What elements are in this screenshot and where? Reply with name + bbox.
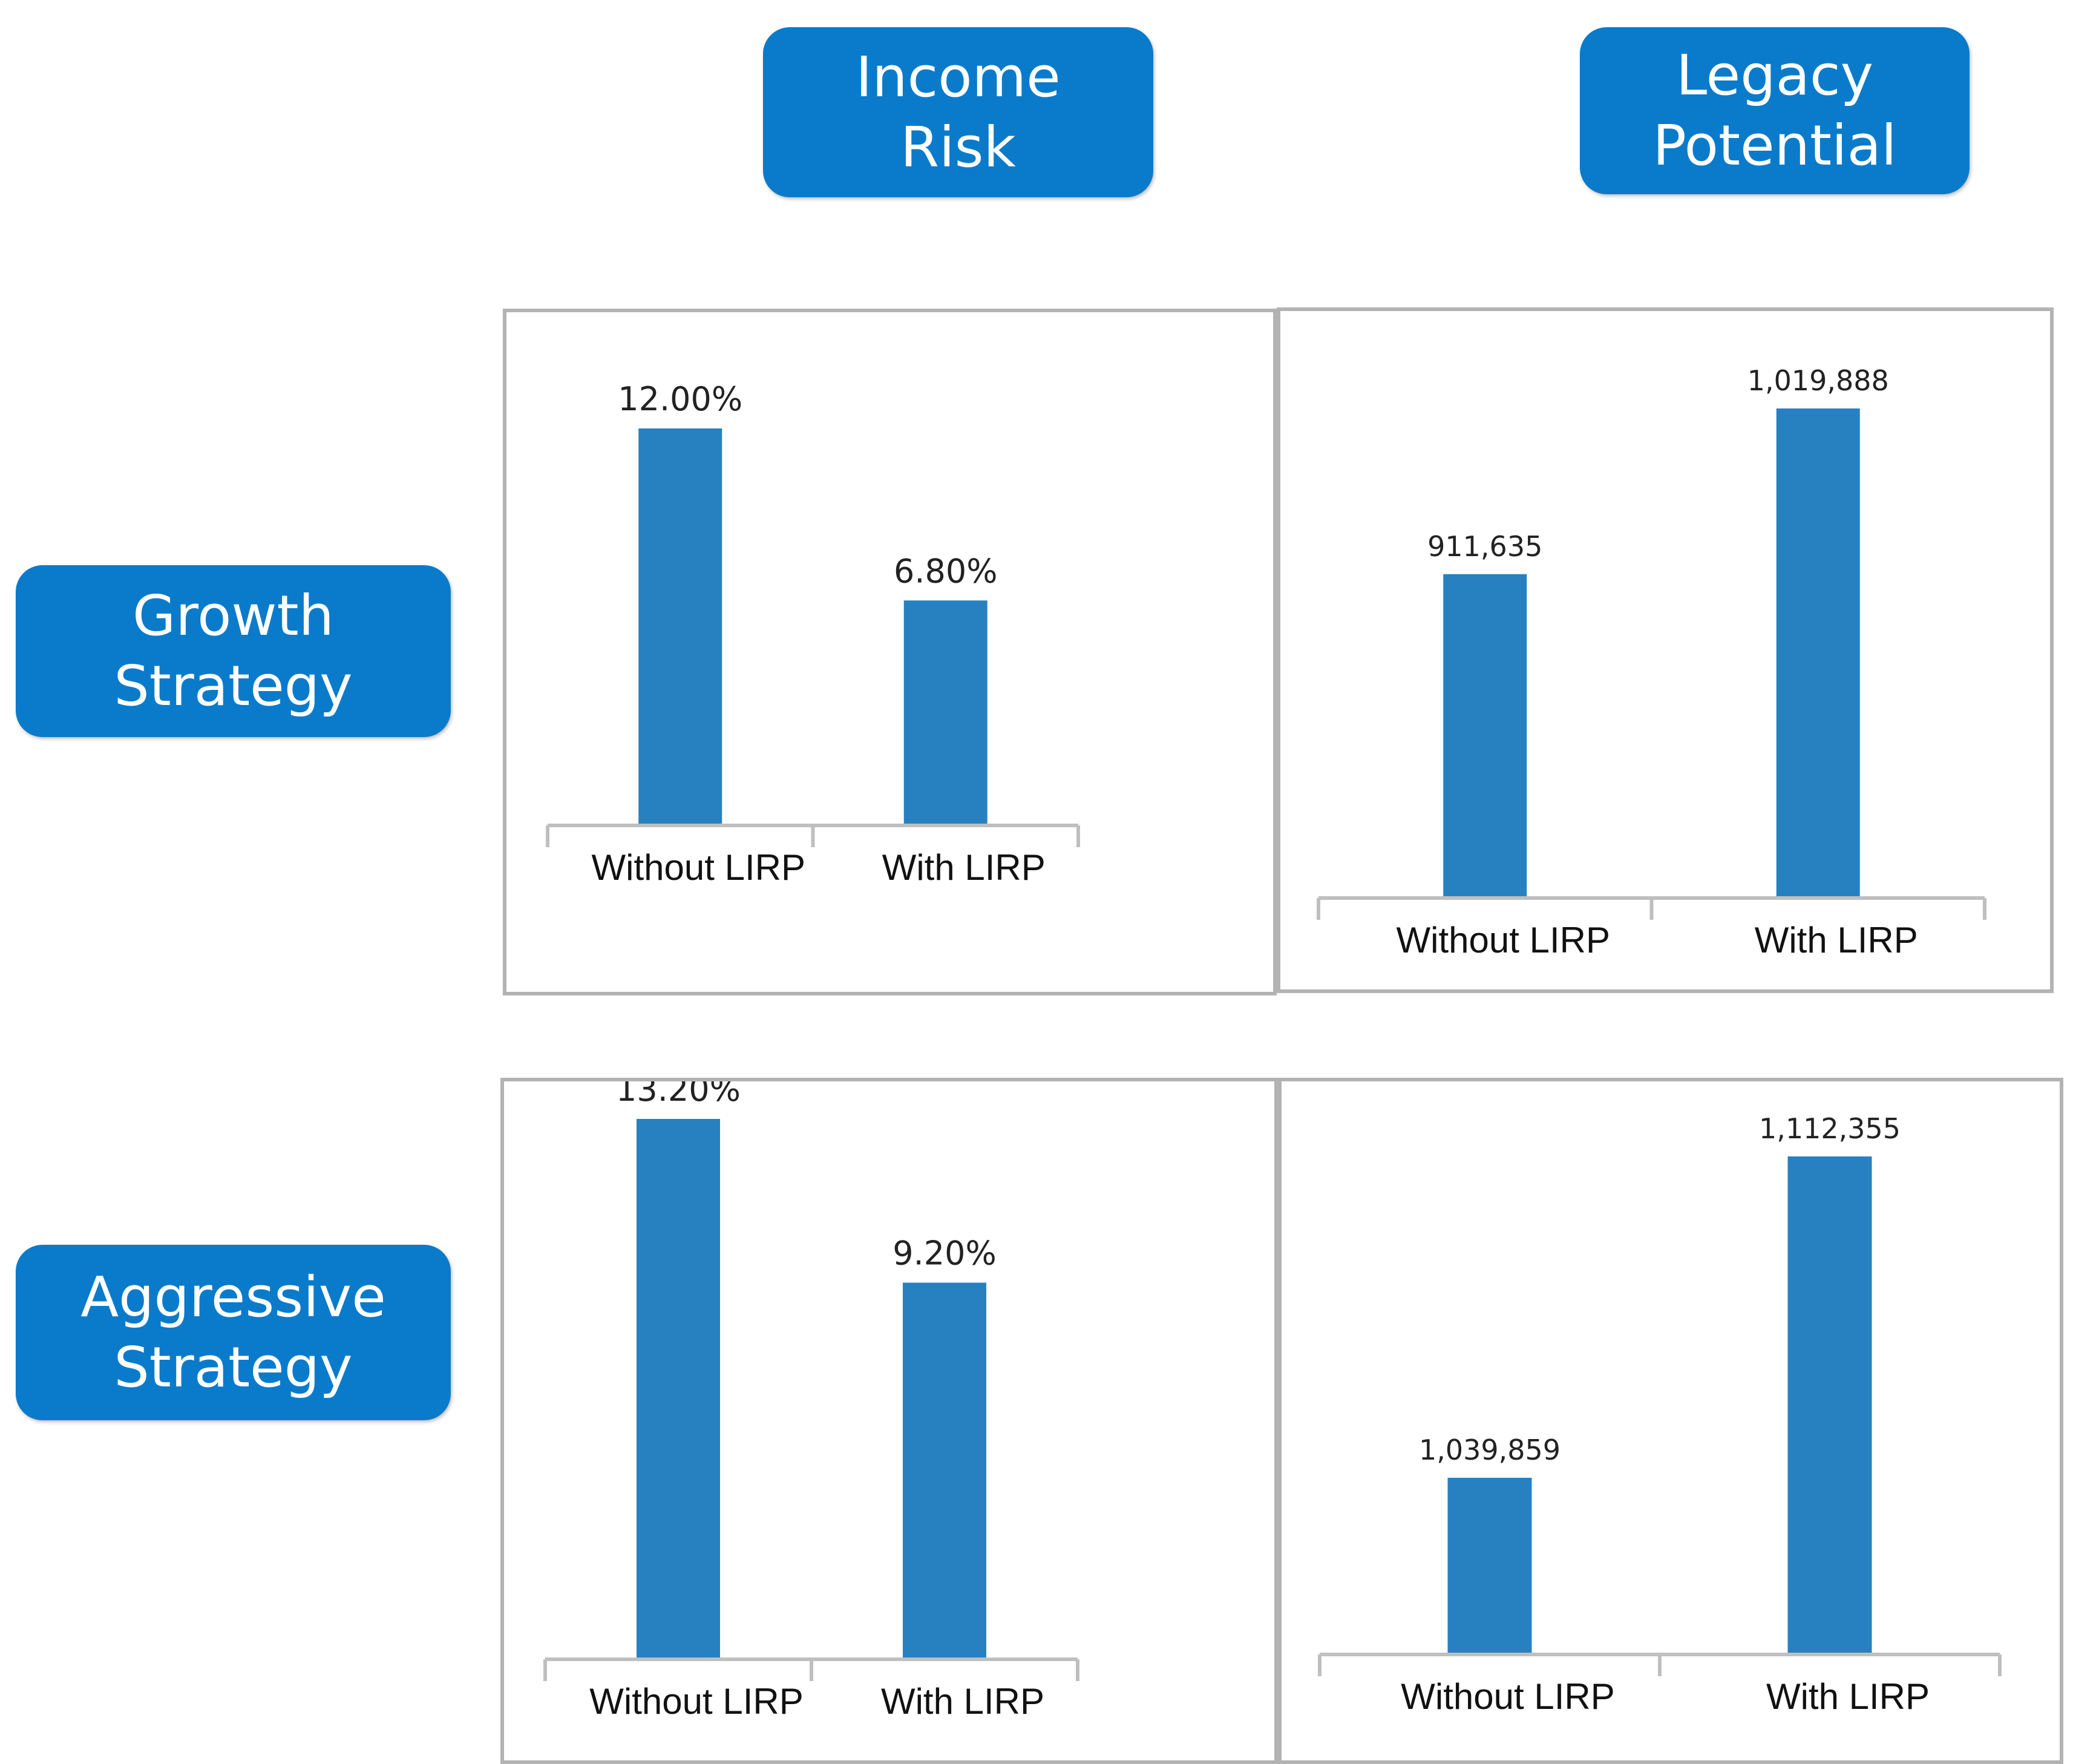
data-label: 1,039,859 xyxy=(1419,1434,1560,1466)
chart-growth-income-risk: 12.00% Without LIRP 6.80% With LIRP xyxy=(503,309,1277,995)
data-label: 911,635 xyxy=(1427,530,1542,563)
header-growth-strategy-line2: Strategy xyxy=(114,654,353,718)
header-legacy-potential: Legacy Potential xyxy=(1580,27,1970,194)
bar xyxy=(903,600,987,825)
chart-svg: 1,039,859 Without LIRP 1,112,355 With LIRP xyxy=(1318,1112,2002,1717)
data-label: 1,019,888 xyxy=(1747,364,1889,397)
bar xyxy=(637,1119,720,1659)
header-growth-strategy-line1: Growth xyxy=(132,583,334,648)
data-label: 12.00% xyxy=(618,380,742,418)
category-label: With LIRP xyxy=(1766,1676,1930,1717)
chart-aggressive-income-risk: 13.20% Without LIRP 9.20% With LIRP xyxy=(500,1078,1278,1764)
category-label: Without LIRP xyxy=(1401,1676,1614,1717)
category-label: With LIRP xyxy=(882,847,1046,888)
header-income-risk: Income Risk xyxy=(763,27,1153,197)
header-aggressive-strategy-line1: Aggressive xyxy=(80,1265,386,1330)
header-aggressive-strategy: Aggressive Strategy xyxy=(16,1245,451,1420)
bar xyxy=(1787,1156,1872,1654)
header-aggressive-strategy-line2: Strategy xyxy=(114,1335,353,1400)
bar xyxy=(638,428,722,825)
header-legacy-potential-line1: Legacy xyxy=(1675,43,1874,108)
bar xyxy=(1443,574,1527,898)
chart-aggressive-legacy-potential: 1,039,859 Without LIRP 1,112,355 With LIRP xyxy=(1278,1078,2063,1764)
header-legacy-potential-line2: Potential xyxy=(1652,113,1897,178)
category-label: With LIRP xyxy=(1755,920,1918,960)
category-label: Without LIRP xyxy=(589,1681,803,1722)
header-growth-strategy: Growth Strategy xyxy=(16,565,451,737)
data-label: 9.20% xyxy=(892,1234,997,1273)
chart-growth-legacy-potential: 911,635 Without LIRP 1,019,888 With LIRP xyxy=(1277,307,2054,993)
chart-svg: 911,635 Without LIRP 1,019,888 With LIRP xyxy=(1317,364,1986,960)
category-label: Without LIRP xyxy=(592,847,805,888)
bar xyxy=(1447,1478,1532,1654)
category-label: Without LIRP xyxy=(1397,920,1610,960)
bar xyxy=(1776,408,1860,898)
header-income-risk-line1: Income xyxy=(856,44,1061,110)
bar xyxy=(903,1282,986,1659)
data-label: 1,112,355 xyxy=(1759,1112,1901,1145)
chart-svg: 12.00% Without LIRP 6.80% With LIRP xyxy=(546,380,1080,888)
data-label: 6.80% xyxy=(894,552,998,590)
header-income-risk-line2: Risk xyxy=(900,114,1016,180)
category-label: With LIRP xyxy=(881,1681,1044,1722)
chart-svg: 13.20% Without LIRP 9.20% With LIRP xyxy=(543,1081,1079,1722)
data-label: 13.20% xyxy=(616,1081,741,1109)
